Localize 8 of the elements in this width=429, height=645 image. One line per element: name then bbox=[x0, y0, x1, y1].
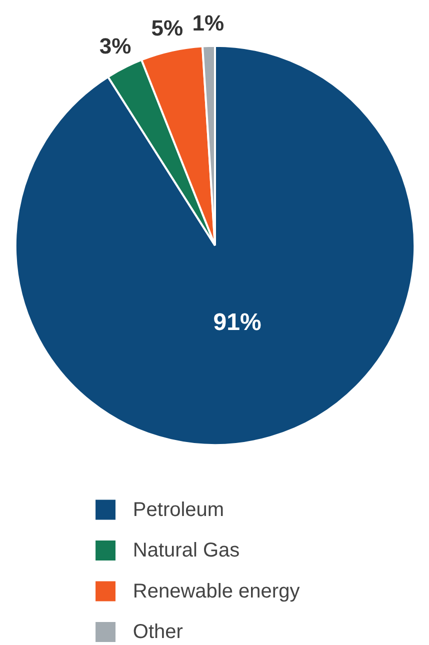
data-label: 91% bbox=[213, 308, 262, 336]
data-label: 1% bbox=[192, 10, 224, 36]
legend-label: Natural Gas bbox=[132, 540, 240, 562]
legend-label: Other bbox=[132, 621, 184, 644]
data-label: 3% bbox=[99, 33, 132, 58]
data-label: 5% bbox=[151, 15, 184, 40]
legend-label: Renewable energy bbox=[132, 580, 300, 602]
legend-label: Petroleum bbox=[132, 498, 224, 521]
